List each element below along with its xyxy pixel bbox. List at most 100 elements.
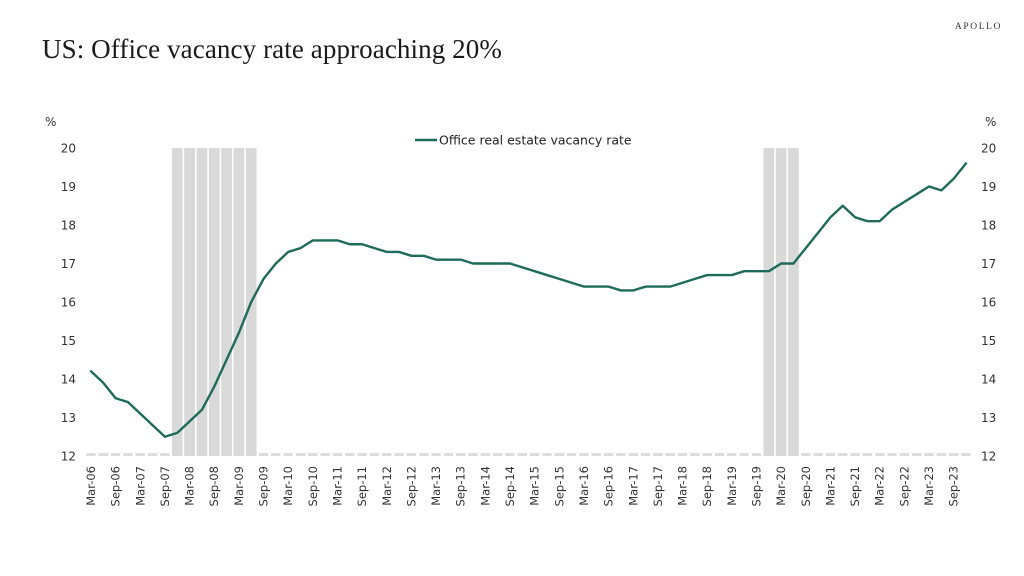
baseline-segment: [813, 453, 823, 456]
x-tick-label: Sep-10: [306, 466, 320, 506]
baseline-segment: [850, 453, 860, 456]
legend-label: Office real estate vacancy rate: [439, 133, 632, 148]
baseline-segment: [517, 453, 527, 456]
baseline-segment: [530, 453, 540, 456]
x-tick-label: Mar-13: [429, 466, 443, 506]
baseline-segment: [727, 453, 737, 456]
y-tick-label-left: 15: [61, 334, 76, 348]
baseline-segment: [283, 453, 293, 456]
baseline-segment: [616, 453, 626, 456]
baseline-segment: [875, 453, 885, 456]
baseline-segment: [591, 453, 601, 456]
baseline-segment: [566, 453, 577, 456]
x-tick-label: Mar-17: [626, 466, 640, 506]
x-tick-label: Mar-20: [774, 466, 788, 506]
x-tick-label: Sep-06: [109, 466, 123, 506]
y-tick-label-right: 15: [981, 334, 996, 348]
baseline-segment: [357, 453, 367, 456]
x-tick-label: Mar-06: [84, 466, 98, 506]
baseline-segment: [123, 453, 133, 456]
recession-band: [763, 148, 775, 456]
x-tick-label: Mar-10: [281, 466, 295, 506]
baseline-segment: [443, 453, 454, 456]
x-tick-label: Mar-12: [380, 466, 394, 506]
x-tick-label: Sep-12: [404, 466, 418, 506]
x-tick-label: Sep-07: [158, 466, 172, 506]
y-tick-label-right: 19: [981, 180, 996, 194]
baseline-segment: [332, 453, 343, 456]
baseline-segment: [924, 453, 934, 456]
recession-bands: [171, 148, 799, 456]
recession-band: [196, 148, 208, 456]
baseline-segment: [862, 453, 873, 456]
y-tick-label-left: 20: [61, 142, 76, 156]
baseline-segment: [86, 453, 96, 456]
brand-logo: APOLLO: [954, 22, 1002, 32]
x-tick-label: Sep-13: [454, 466, 468, 506]
baseline-segment: [406, 453, 417, 456]
baseline-segment: [825, 453, 836, 456]
baseline-segment: [382, 453, 392, 456]
y-axis-left: 12 13 14 15 16 17 18 19 20: [61, 142, 76, 464]
x-tick-label: Sep-23: [947, 466, 961, 506]
y-tick-label-right: 12: [981, 450, 996, 464]
series-line-office-vacancy: [89, 162, 968, 438]
baseline-segment: [887, 453, 897, 456]
recession-band: [221, 148, 232, 456]
baseline-segment: [961, 453, 971, 456]
recession-band: [775, 148, 787, 456]
baseline-segment: [369, 453, 380, 456]
baseline-segment: [542, 453, 552, 456]
y-axis-right: 12 13 14 15 16 17 18 19 20: [981, 142, 996, 464]
x-axis: Mar-06 Sep-06 Mar-07 Sep-07 Mar-08 Sep-08 Mar-…: [84, 466, 961, 506]
baseline-segment: [98, 453, 108, 456]
baseline-segment: [653, 453, 663, 456]
baseline-segment: [135, 453, 145, 456]
baseline-segment: [579, 453, 589, 456]
x-tick-label: Mar-18: [676, 466, 690, 506]
baseline-segment: [628, 453, 638, 456]
baseline-segment: [554, 453, 564, 456]
baseline-segment: [739, 453, 749, 456]
x-tick-label: Mar-19: [725, 466, 739, 506]
x-tick-label: Sep-22: [897, 466, 911, 506]
y-tick-label-right: 16: [981, 296, 996, 310]
baseline-segment: [949, 453, 959, 456]
x-axis-baseline: [86, 453, 971, 456]
baseline-segment: [271, 453, 281, 456]
y-tick-label-right: 20: [981, 142, 996, 156]
baseline-segment: [690, 453, 700, 456]
x-tick-label: Sep-14: [503, 466, 517, 506]
baseline-segment: [345, 453, 355, 456]
y-tick-label-left: 12: [61, 450, 76, 464]
recession-band: [233, 148, 245, 456]
x-tick-label: Sep-09: [257, 466, 271, 506]
y-tick-label-left: 16: [61, 296, 76, 310]
baseline-segment: [912, 453, 922, 456]
x-tick-label: Sep-08: [207, 466, 221, 506]
x-tick-label: Sep-20: [799, 466, 813, 506]
baseline-segment: [258, 453, 269, 456]
baseline-segment: [751, 453, 762, 456]
recession-band: [184, 148, 195, 456]
x-tick-label: Mar-14: [478, 466, 492, 506]
baseline-segment: [801, 453, 811, 456]
y-axis-left-unit: %: [45, 115, 56, 129]
y-tick-label-right: 18: [981, 219, 996, 233]
baseline-segment: [936, 453, 947, 456]
y-tick-label-left: 17: [61, 257, 76, 271]
baseline-segment: [110, 453, 121, 456]
x-tick-label: Mar-09: [232, 466, 246, 506]
baseline-segment: [160, 453, 170, 456]
x-tick-label: Sep-17: [651, 466, 665, 506]
baseline-segment: [493, 453, 503, 456]
baseline-segment: [714, 453, 725, 456]
y-tick-label-left: 19: [61, 180, 76, 194]
baseline-segment: [147, 453, 158, 456]
chart-title: US: Office vacancy rate approaching 20%: [42, 34, 502, 64]
x-tick-label: Mar-16: [577, 466, 591, 506]
y-axis-right-unit: %: [985, 115, 996, 129]
x-tick-label: Mar-11: [330, 466, 344, 506]
y-tick-label-right: 14: [981, 373, 996, 387]
